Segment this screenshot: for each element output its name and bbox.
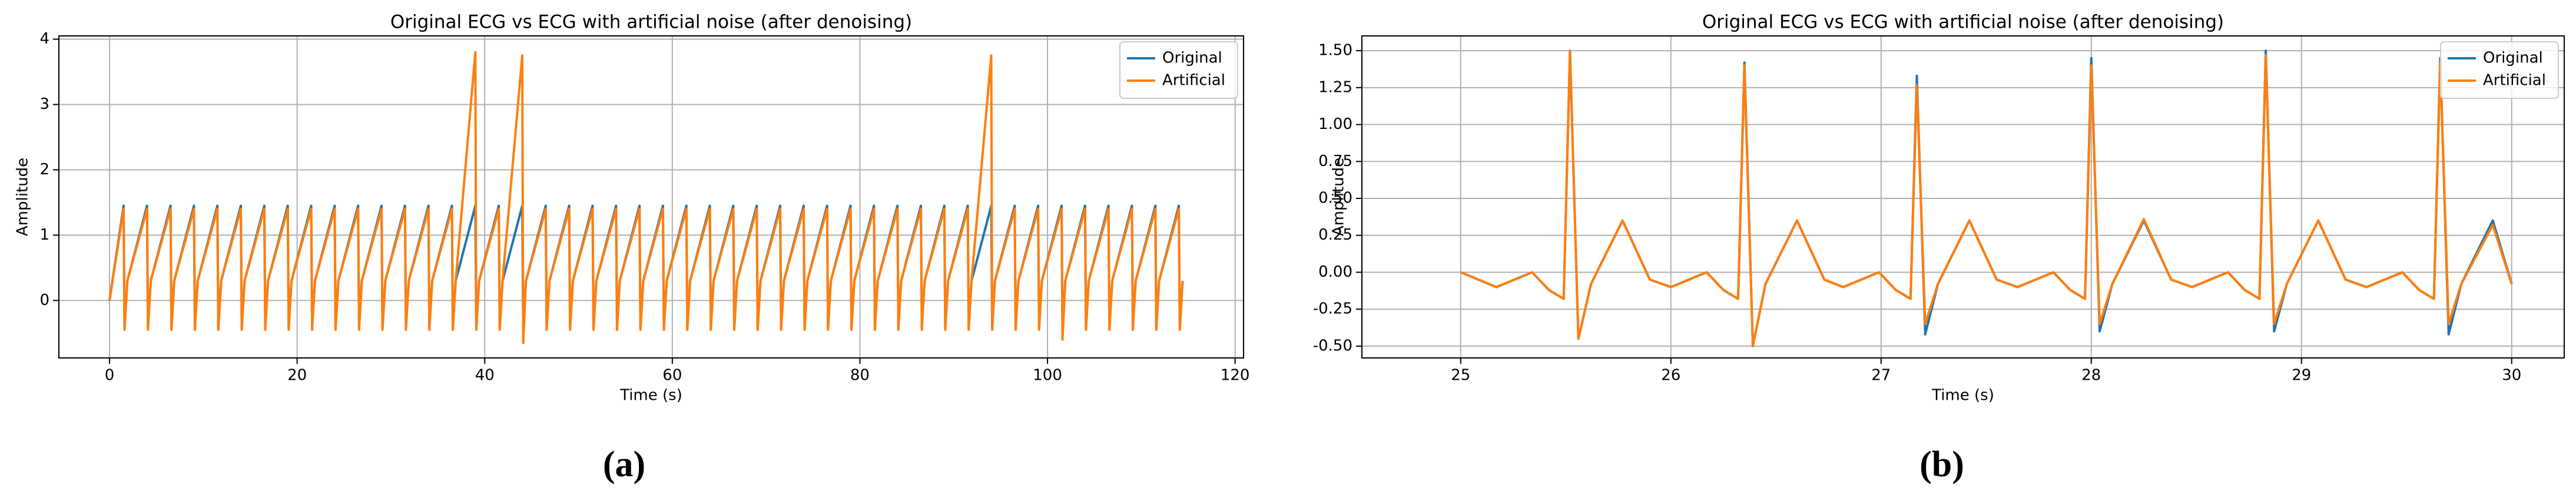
chart-title: Original ECG vs ECG with artificial nois…: [390, 12, 912, 33]
y-tick-label: 1.00: [1318, 115, 1352, 133]
x-tick-label: 28: [2081, 367, 2101, 384]
legend-box: [2440, 41, 2559, 99]
y-tick-label: 3: [39, 95, 49, 113]
x-axis-label: Time (s): [1931, 387, 1994, 404]
plot-frame: [1361, 35, 2565, 359]
y-tick-label: 0.25: [1318, 226, 1352, 244]
caption: (b): [1919, 444, 1964, 485]
y-tick-label: 0.50: [1318, 190, 1352, 207]
y-tick-label: 2: [39, 161, 49, 178]
y-tick-label: 0.75: [1318, 152, 1352, 170]
x-tick-label: 27: [1871, 367, 1891, 384]
y-tick-label: 1.50: [1318, 42, 1352, 59]
y-tick-label: -0.50: [1313, 337, 1352, 354]
legend-label: Original: [1162, 49, 1222, 67]
y-tick-label: 1: [39, 226, 49, 244]
x-tick-label: 30: [2502, 367, 2521, 384]
x-tick-label: 80: [850, 367, 870, 384]
x-tick-label: 100: [1033, 367, 1062, 384]
x-tick-label: 40: [475, 367, 495, 384]
y-axis-label: Amplitude: [14, 158, 32, 236]
x-axis-label: Time (s): [619, 387, 682, 404]
data-line: [108, 51, 1184, 344]
y-tick-label: 0: [39, 291, 49, 309]
x-tick-label: 120: [1221, 367, 1250, 384]
y-axis-label: Amplitude: [1330, 158, 1348, 236]
legend-label: Original: [2483, 49, 2543, 67]
legend-box: [1119, 41, 1238, 99]
plot-frame: [58, 35, 1244, 359]
x-tick-label: 29: [2292, 367, 2311, 384]
data-line: [1460, 49, 2513, 347]
legend-label: Artificial: [1162, 72, 1225, 89]
y-tick-label: -0.25: [1313, 300, 1352, 318]
caption: (a): [603, 444, 645, 485]
x-tick-label: 25: [1451, 367, 1470, 384]
y-tick-label: 1.25: [1318, 78, 1352, 96]
x-tick-label: 0: [105, 367, 115, 384]
legend-label: Artificial: [2483, 72, 2546, 89]
x-tick-label: 20: [287, 367, 307, 384]
x-tick-label: 26: [1661, 367, 1680, 384]
y-tick-label: 4: [39, 30, 49, 48]
chart-title: Original ECG vs ECG with artificial nois…: [1702, 12, 2224, 33]
y-tick-label: 0.00: [1318, 263, 1352, 281]
x-tick-label: 60: [662, 367, 682, 384]
